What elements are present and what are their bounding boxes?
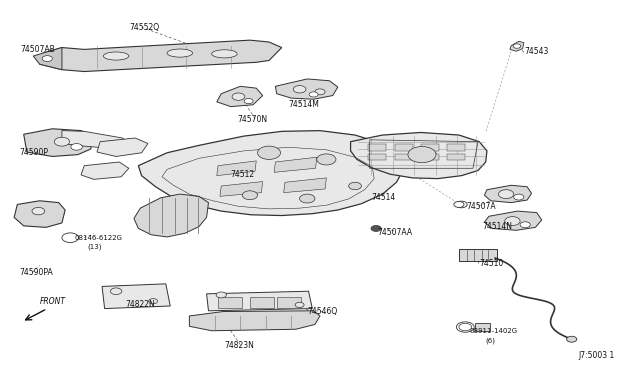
- Circle shape: [295, 302, 304, 308]
- Circle shape: [317, 154, 336, 165]
- Circle shape: [293, 86, 306, 93]
- Polygon shape: [351, 132, 487, 179]
- Polygon shape: [274, 157, 317, 172]
- Circle shape: [62, 233, 79, 243]
- Circle shape: [315, 89, 325, 95]
- Polygon shape: [24, 129, 94, 157]
- Polygon shape: [220, 182, 262, 196]
- Polygon shape: [40, 40, 282, 71]
- Circle shape: [505, 217, 520, 225]
- Text: 08911-1402G: 08911-1402G: [470, 328, 518, 334]
- Circle shape: [408, 147, 436, 163]
- Circle shape: [371, 225, 381, 231]
- Bar: [395, 144, 413, 151]
- Circle shape: [71, 144, 83, 150]
- Polygon shape: [102, 284, 170, 309]
- Circle shape: [514, 194, 524, 200]
- Circle shape: [110, 288, 122, 295]
- Text: 74514N: 74514N: [483, 222, 513, 231]
- Polygon shape: [284, 178, 326, 193]
- Polygon shape: [33, 48, 62, 70]
- Polygon shape: [97, 138, 148, 157]
- Text: 74543: 74543: [524, 47, 548, 56]
- Text: 74510: 74510: [479, 259, 504, 268]
- Bar: [250, 297, 274, 308]
- Polygon shape: [217, 161, 256, 176]
- Circle shape: [148, 299, 157, 304]
- Polygon shape: [217, 86, 262, 107]
- Text: 74507AA: 74507AA: [378, 228, 412, 237]
- Circle shape: [454, 202, 464, 208]
- Circle shape: [520, 222, 531, 228]
- Bar: [368, 144, 386, 151]
- Text: J7:5003 1: J7:5003 1: [578, 351, 614, 360]
- Circle shape: [300, 194, 315, 203]
- Circle shape: [216, 292, 227, 298]
- Circle shape: [42, 56, 52, 62]
- Text: 74590P: 74590P: [19, 148, 48, 157]
- Text: 74823N: 74823N: [225, 341, 254, 350]
- Text: FRONT: FRONT: [40, 297, 66, 306]
- Polygon shape: [484, 211, 541, 230]
- Bar: [218, 297, 243, 308]
- Text: (6): (6): [486, 337, 495, 344]
- Text: 74507A: 74507A: [467, 202, 496, 211]
- Bar: [395, 154, 413, 160]
- Ellipse shape: [212, 50, 237, 58]
- Polygon shape: [134, 194, 209, 237]
- Text: 74570N: 74570N: [237, 115, 268, 124]
- Polygon shape: [189, 311, 320, 331]
- Polygon shape: [207, 291, 312, 311]
- FancyBboxPatch shape: [476, 323, 490, 331]
- Polygon shape: [510, 41, 524, 51]
- Circle shape: [244, 99, 253, 104]
- Circle shape: [309, 92, 318, 97]
- Circle shape: [32, 208, 45, 215]
- Circle shape: [54, 137, 70, 146]
- Polygon shape: [138, 131, 404, 215]
- Text: 74514: 74514: [371, 193, 396, 202]
- Text: 74512: 74512: [231, 170, 255, 179]
- Circle shape: [513, 44, 521, 48]
- Circle shape: [566, 336, 577, 342]
- Text: 74514M: 74514M: [288, 100, 319, 109]
- Text: 74590PA: 74590PA: [19, 268, 53, 277]
- Bar: [447, 154, 465, 160]
- Circle shape: [349, 182, 362, 190]
- Circle shape: [459, 323, 472, 331]
- Polygon shape: [14, 201, 65, 227]
- Bar: [420, 144, 438, 151]
- Ellipse shape: [103, 52, 129, 60]
- Circle shape: [456, 201, 467, 208]
- Bar: [368, 154, 386, 160]
- Circle shape: [243, 191, 257, 200]
- Circle shape: [257, 146, 280, 160]
- Text: 08146-6122G: 08146-6122G: [75, 235, 123, 241]
- Circle shape: [456, 322, 474, 332]
- Polygon shape: [484, 185, 532, 203]
- FancyBboxPatch shape: [459, 249, 497, 261]
- Polygon shape: [81, 162, 129, 179]
- Text: 74507AB: 74507AB: [20, 45, 55, 54]
- Bar: [276, 297, 301, 308]
- Bar: [447, 144, 465, 151]
- Text: 74546Q: 74546Q: [307, 307, 337, 316]
- Text: 74822N: 74822N: [125, 300, 156, 309]
- Text: 74552Q: 74552Q: [129, 23, 159, 32]
- Circle shape: [499, 190, 514, 199]
- Text: (13): (13): [88, 243, 102, 250]
- Bar: [420, 154, 438, 160]
- Polygon shape: [62, 131, 129, 149]
- Polygon shape: [275, 79, 338, 99]
- Ellipse shape: [167, 49, 193, 57]
- Circle shape: [232, 93, 245, 100]
